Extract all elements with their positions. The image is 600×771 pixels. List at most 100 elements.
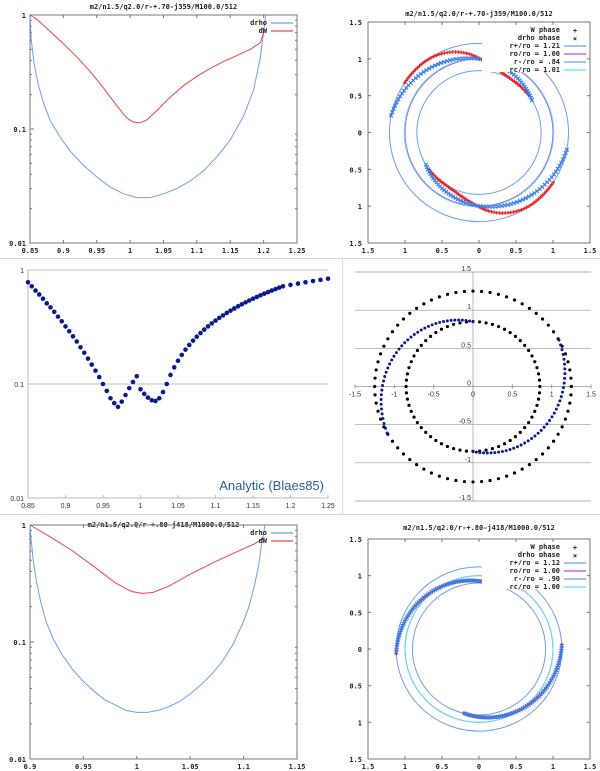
phase-point (562, 381, 566, 385)
ring-point (566, 360, 570, 364)
ring-point (458, 321, 462, 325)
phase-point (563, 372, 567, 376)
legend-label: dW (259, 27, 268, 35)
phase-point (380, 388, 384, 392)
phase-point (379, 397, 383, 401)
phase-marker-plus (458, 193, 463, 198)
phase-point (563, 362, 567, 366)
y-tick-label: 1 (20, 268, 24, 275)
phase-point (560, 390, 564, 394)
ring-point (530, 354, 534, 358)
phase-marker-plus (415, 65, 420, 70)
phase-point (419, 328, 423, 332)
ring-point (488, 290, 492, 295)
phase-point (379, 407, 383, 411)
data-point (36, 292, 42, 297)
ring-circle (388, 42, 570, 223)
phase-point (379, 393, 383, 397)
phase-point (545, 422, 549, 426)
ring-point (376, 409, 380, 413)
panel-bottom-right-phase: m2/n1.5/q2.0/r-+.80-j418/M1000.0/512 1.5 1… (300, 515, 600, 771)
ring-point (412, 354, 416, 358)
ring-point (505, 474, 509, 478)
ring-point (428, 334, 433, 338)
ring-point (536, 397, 541, 401)
series-line-dW (29, 524, 266, 594)
data-point (295, 281, 301, 286)
x-tick-label: -1 (391, 392, 397, 399)
legend-label: r-/ro = .84 (514, 58, 560, 66)
chart-title: m2/n1.5/q2.0/r-+.70-j359/M100.0/512 (90, 3, 238, 11)
x-tick-label: 1 (550, 392, 554, 399)
phase-point (561, 352, 565, 356)
y-tick-label: 0.5 (349, 609, 362, 617)
data-point (216, 315, 222, 321)
legend-marker: + (573, 27, 577, 35)
ring-point (405, 397, 410, 401)
phase-point (559, 395, 563, 399)
phase-point (512, 446, 516, 450)
panel-top-right-phase: m2/n1.5/q2.0/r-+.70-j359/M100.0/512 1.5 1 0… (300, 0, 600, 258)
ring-point (563, 417, 568, 421)
phase-marker-plus (522, 206, 526, 211)
data-point (160, 389, 166, 395)
x-tick-label: 1 (551, 247, 555, 255)
phase-marker-x (423, 162, 429, 167)
ring-point (540, 317, 545, 321)
phase-marker-plus (484, 208, 488, 212)
ring-circle (404, 575, 554, 723)
ring-point (496, 477, 501, 481)
x-tick-label: 0.5 (510, 247, 523, 255)
ring-point (533, 360, 537, 364)
legend-label: drho phase (518, 551, 560, 559)
ring-point (537, 378, 542, 382)
x-tick-label: 0.9 (24, 763, 37, 771)
phase-point (474, 450, 478, 454)
phase-point (542, 425, 546, 429)
ring-point (479, 289, 484, 294)
ring-point (508, 438, 512, 443)
phase-marker-x (396, 97, 401, 102)
ring-point (513, 334, 518, 338)
y-tick-label: 0 (358, 130, 362, 138)
phase-marker-plus (404, 78, 409, 83)
x-tick-label: 1.25 (289, 247, 306, 255)
phase-marker-plus (407, 74, 412, 78)
ring-point (535, 366, 539, 370)
legend-bg (482, 64, 560, 72)
x-tick-label: 1.15 (289, 763, 306, 771)
x-tick-label: 1.5 (584, 247, 597, 255)
legend-label: drho phase (518, 34, 560, 42)
ring-point (404, 391, 409, 395)
phase-point (390, 358, 394, 362)
legend-label: ro/ro = 1.00 (509, 50, 560, 58)
data-point (149, 397, 155, 403)
phase-marker-plus (469, 53, 474, 57)
data-point (33, 288, 38, 293)
series-line-drho (29, 524, 266, 713)
phase-marker-x (526, 194, 531, 199)
phase-point (434, 322, 438, 326)
phase-marker-plus (424, 58, 429, 63)
ring-point (526, 348, 531, 353)
x-tick-label: 1 (139, 503, 143, 510)
ring-circle (404, 58, 554, 207)
ring-point (520, 302, 524, 306)
phase-marker-plus (467, 52, 471, 56)
ring-point (374, 368, 378, 372)
phase-marker-x (390, 109, 395, 115)
ring-point (520, 467, 524, 471)
phase-point (561, 386, 565, 390)
panel-middle-right-analytic-phase: -1.5 -1 -0.5 0 0.5 1 1.5 -1.5 -1 -0.5 0 0.5 1 1.5 (343, 258, 600, 515)
panel-top-left-amplitude: m2/n1.5/q2.0/r-+.70-j359/M100.0/512 0.85 0… (0, 0, 305, 258)
y-tick-label: 1 (22, 522, 26, 530)
y-tick-label: 0.5 (349, 683, 362, 691)
data-point (224, 310, 230, 316)
phase-marker-x (444, 58, 450, 64)
phase-marker-plus (517, 208, 521, 213)
ring-point (415, 348, 420, 353)
phase-point (460, 318, 464, 322)
data-point (205, 324, 211, 329)
y-tick-label: 0.5 (461, 342, 471, 349)
